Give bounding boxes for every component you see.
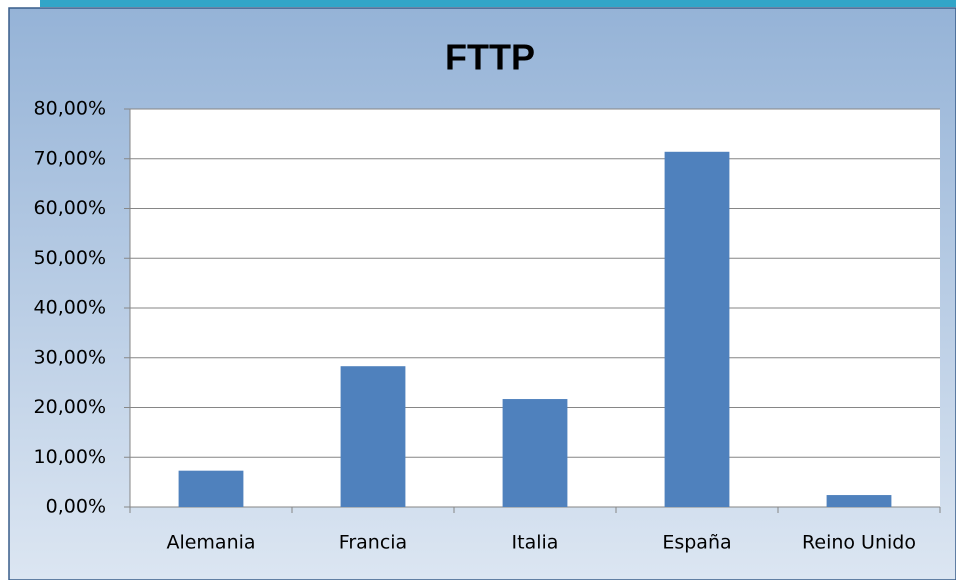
y-tick-label: 80,00% [34, 98, 106, 120]
bar [340, 366, 406, 507]
y-tick-label: 10,00% [34, 446, 106, 468]
y-tick-label: 40,00% [34, 297, 106, 319]
x-tick-label: España [662, 532, 731, 554]
x-tick-label: Italia [512, 532, 559, 554]
x-tick-label: Reino Unido [802, 532, 916, 554]
y-tick-label: 30,00% [34, 346, 106, 368]
y-tick-label: 0,00% [46, 496, 106, 518]
y-tick-label: 60,00% [34, 197, 106, 219]
top-strip [40, 0, 956, 7]
y-tick-label: 70,00% [34, 147, 106, 169]
bar [178, 470, 244, 507]
bar [664, 151, 730, 507]
x-tick-label: Alemania [166, 532, 255, 554]
y-tick-label: 50,00% [34, 247, 106, 269]
chart-title: FTTP [445, 37, 535, 78]
bar [502, 399, 568, 507]
x-tick-label: Francia [339, 532, 407, 554]
y-tick-label: 20,00% [34, 396, 106, 418]
bar [826, 495, 892, 507]
